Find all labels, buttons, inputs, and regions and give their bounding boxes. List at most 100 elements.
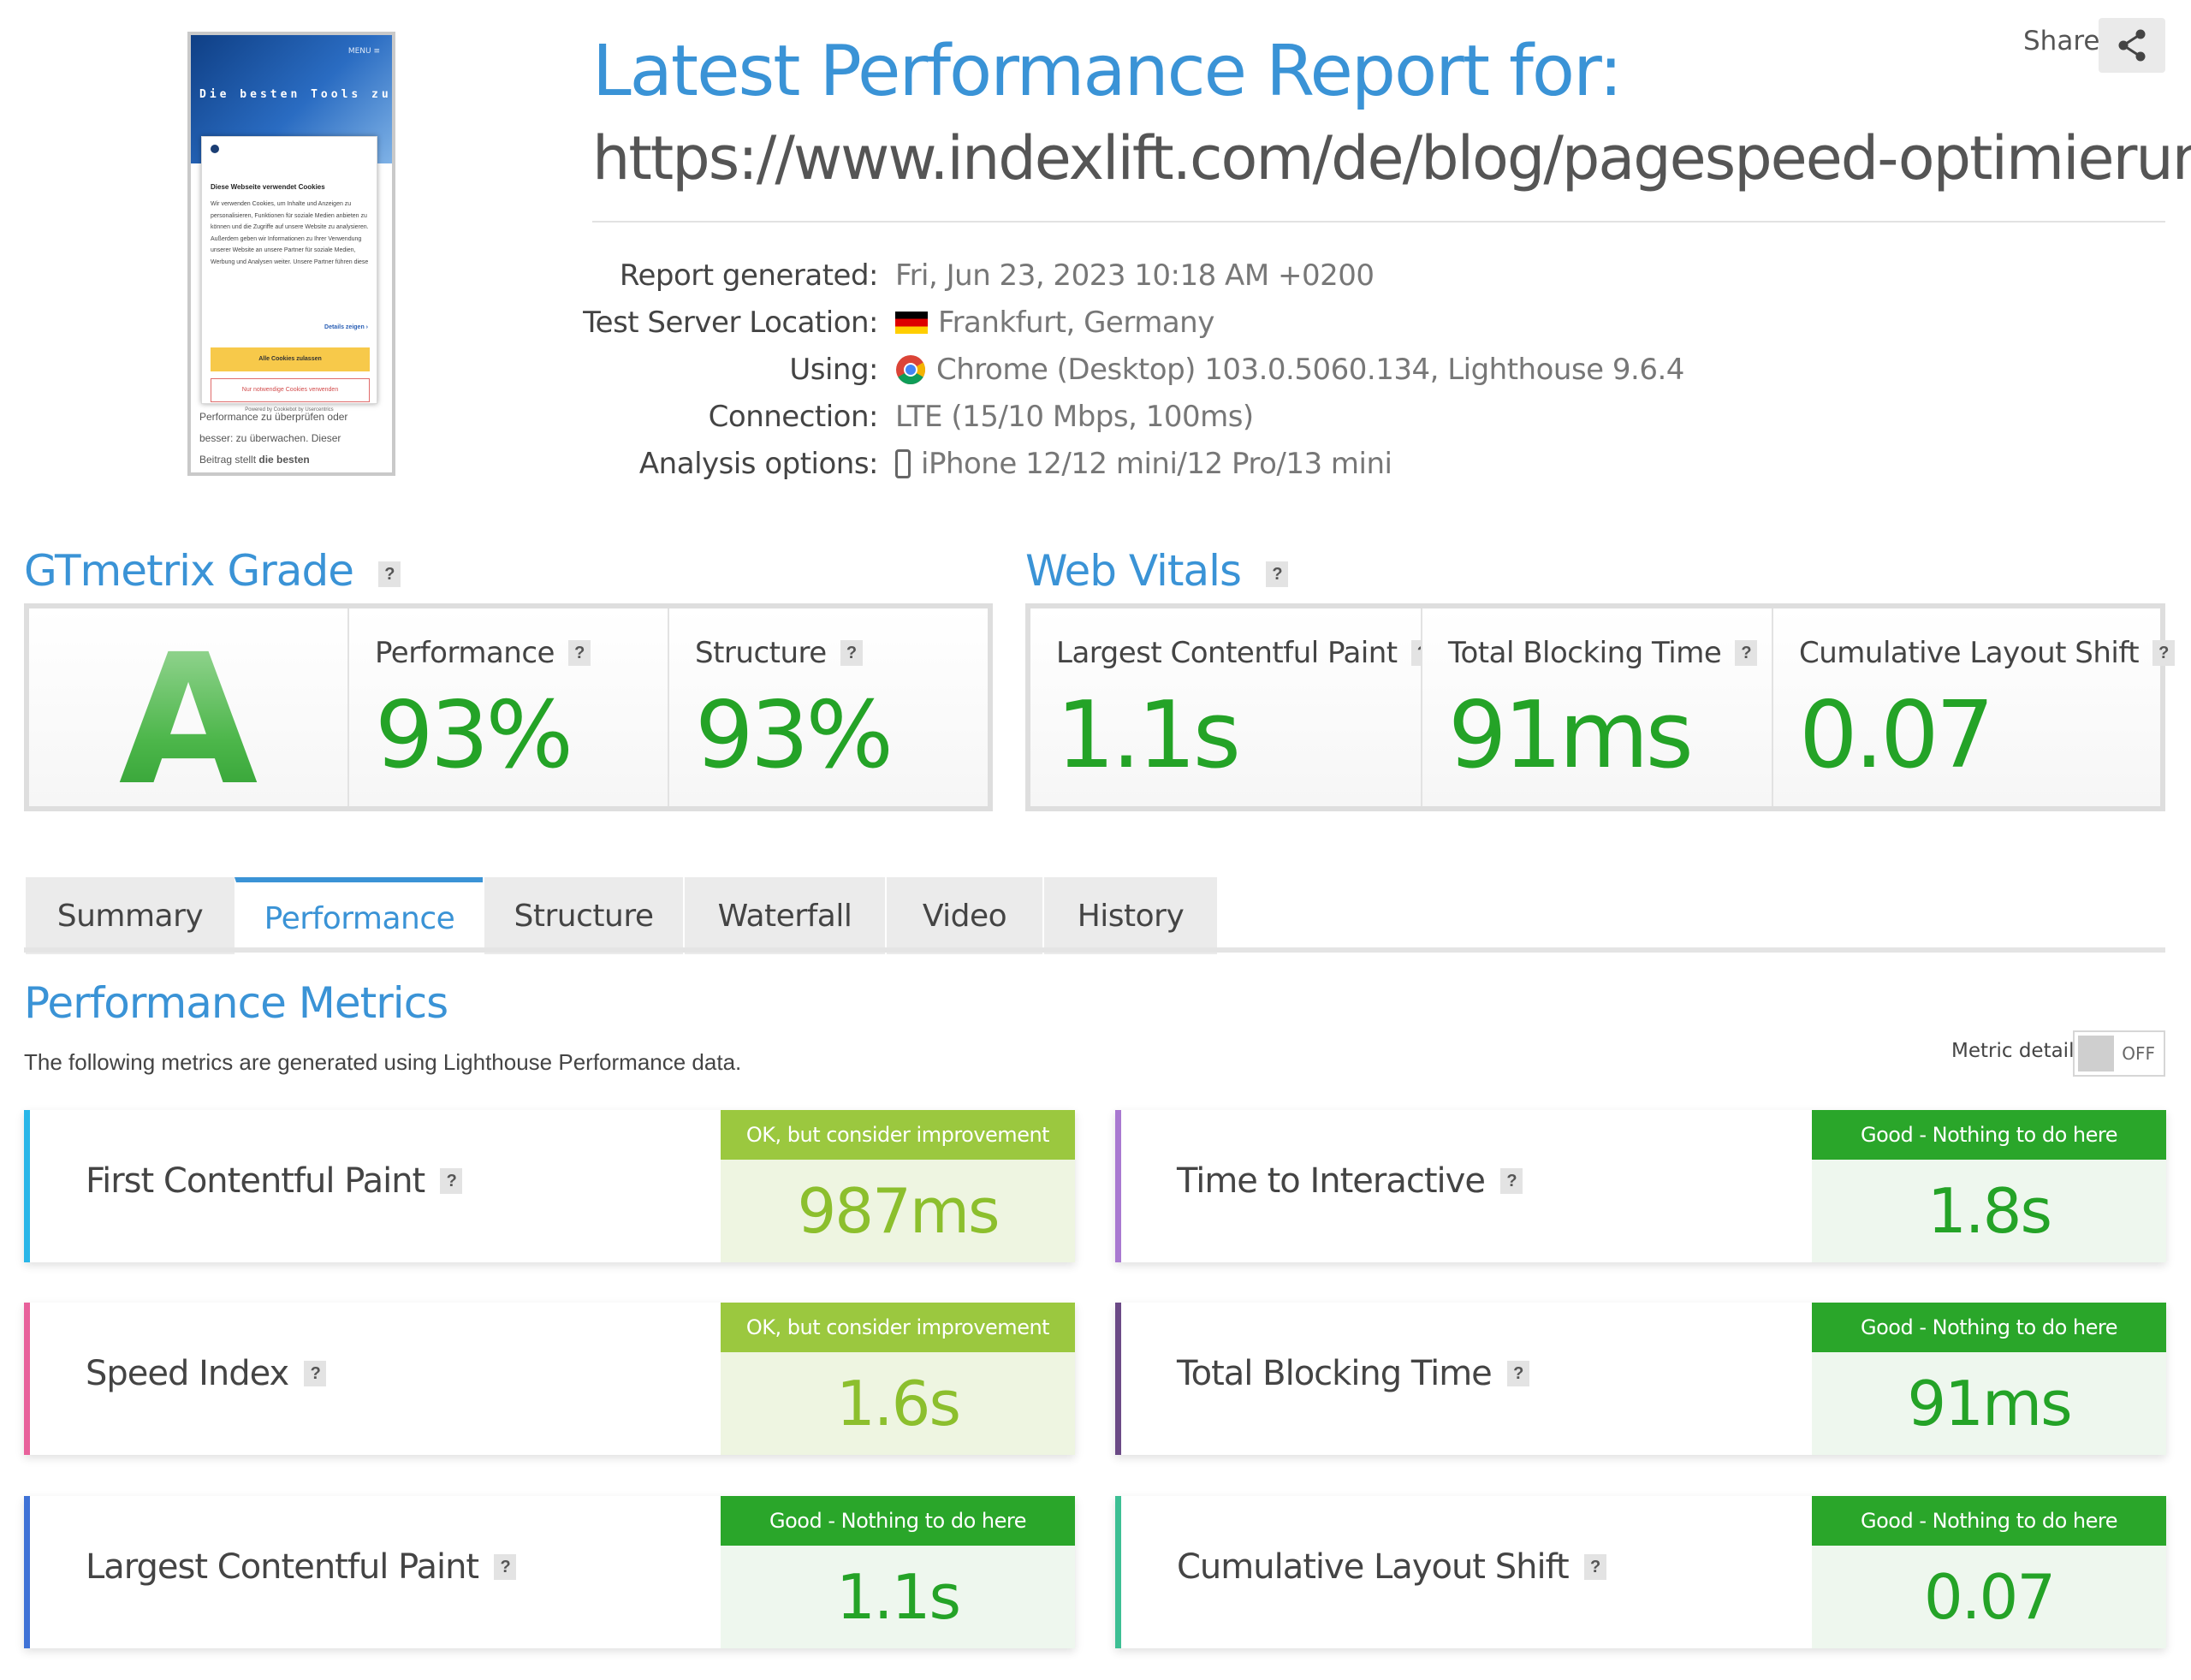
lcp-cell: Largest Contentful Paint ? 1.1s [1030, 608, 1434, 806]
using-value: Chrome (Desktop) 103.0.5060.134, Lightho… [895, 353, 1684, 387]
cookie-fade [202, 282, 377, 312]
tab-summary[interactable]: Summary [24, 877, 235, 954]
gtmetrix-grade-title: GTmetrix Grade ? [24, 546, 401, 596]
metric-value: 1.6s [835, 1368, 961, 1440]
test-location-label: Test Server Location: [583, 306, 878, 340]
help-icon[interactable]: ? [1499, 1168, 1523, 1194]
help-icon[interactable]: ? [567, 640, 591, 666]
page-title: Latest Performance Report for: [592, 31, 1623, 112]
metric-label-text: Largest Contentful Paint [86, 1547, 479, 1587]
cell-divider [347, 608, 349, 806]
metric-rating-badge: Good - Nothing to do here [721, 1496, 1075, 1546]
help-icon[interactable]: ? [494, 1554, 517, 1580]
metric-value: 0.07 [1923, 1561, 2056, 1633]
structure-score-cell: Structure ? 93% [669, 608, 988, 806]
help-icon[interactable]: ? [1735, 640, 1758, 666]
metric-rating-badge: OK, but consider improvement [721, 1303, 1075, 1352]
tab-history[interactable]: History [1042, 877, 1217, 954]
analysis-options-value: iPhone 12/12 mini/12 Pro/13 mini [895, 447, 1392, 481]
help-icon[interactable]: ? [1506, 1361, 1529, 1386]
performance-score-value: 93% [375, 682, 573, 789]
metric-details-label: Metric details [1951, 1040, 2085, 1062]
help-icon[interactable]: ? [304, 1361, 327, 1386]
metric-label: Time to Interactive? [1177, 1161, 1523, 1201]
cookie-title: Diese Webseite verwendet Cookies [211, 183, 325, 191]
tab-video[interactable]: Video [885, 877, 1042, 954]
metric-card: Cumulative Layout Shift? Good - Nothing t… [1115, 1496, 2166, 1648]
performance-score-label: Performance ? [375, 636, 591, 670]
metric-rating-badge: OK, but consider improvement [721, 1110, 1075, 1160]
metric-value-panel: Good - Nothing to do here 1.1s [721, 1496, 1075, 1648]
tab-structure[interactable]: Structure [483, 877, 683, 954]
report-generated-label: Report generated: [619, 258, 879, 293]
share-button[interactable] [2099, 18, 2165, 73]
toggle-state: OFF [2122, 1043, 2155, 1064]
metric-accent-bar [1115, 1110, 1121, 1262]
metric-label-text: First Contentful Paint [86, 1161, 425, 1201]
help-icon[interactable]: ? [440, 1168, 463, 1194]
cookie-text: Wir verwenden Cookies, um Inhalte und An… [211, 201, 369, 265]
metric-label: Largest Contentful Paint? [86, 1547, 517, 1587]
analysis-options-text: iPhone 12/12 mini/12 Pro/13 mini [921, 447, 1392, 481]
metric-label: Total Blocking Time? [1177, 1354, 1529, 1393]
toggle-knob[interactable] [2078, 1036, 2114, 1072]
metric-rating-badge: Good - Nothing to do here [1812, 1303, 2166, 1352]
metric-value: 1.8s [1927, 1175, 2052, 1247]
metric-rating-badge: Good - Nothing to do here [1812, 1110, 2166, 1160]
cookie-banner: Diese Webseite verwendet Cookies Wir ver… [201, 136, 377, 413]
metric-label: Speed Index? [86, 1354, 327, 1393]
metric-label-text: Speed Index [86, 1354, 289, 1393]
lcp-label-text: Largest Contentful Paint [1056, 636, 1398, 670]
thumbnail-body-text-span: Beitrag stellt [199, 454, 257, 466]
test-location-value: Frankfurt, Germany [895, 306, 1214, 340]
connection-text: LTE (15/10 Mbps, 100ms) [895, 400, 1254, 434]
metric-value: 91ms [1907, 1368, 2072, 1440]
tab-performance[interactable]: Performance [235, 877, 483, 954]
web-vitals-title-text: Web Vitals [1025, 546, 1242, 596]
metric-label-text: Total Blocking Time [1177, 1354, 1493, 1393]
gtmetrix-grade-title-text: GTmetrix Grade [24, 546, 354, 596]
metric-value-panel: OK, but consider improvement 1.6s [721, 1303, 1075, 1455]
structure-score-value: 93% [695, 682, 894, 789]
cookie-details-link: Details zeigen › [324, 324, 368, 330]
share-label[interactable]: Share [2023, 26, 2100, 56]
help-icon[interactable]: ? [377, 561, 401, 587]
analysis-options-label: Analysis options: [638, 447, 879, 481]
cookie-necessary-button: Nur notwendige Cookies verwenden [211, 378, 370, 402]
chrome-icon [896, 355, 925, 384]
thumbnail-headline: Die besten Tools zur [199, 88, 395, 101]
cookie-allow-button: Alle Cookies zulassen [211, 347, 370, 371]
metric-value: 987ms [797, 1175, 1000, 1247]
using-label: Using: [789, 353, 878, 387]
help-icon[interactable]: ? [2152, 640, 2176, 666]
metric-card: Time to Interactive? Good - Nothing to do… [1115, 1110, 2166, 1262]
report-generated-text: Fri, Jun 23, 2023 10:18 AM +0200 [895, 258, 1375, 293]
metric-card: Total Blocking Time? Good - Nothing to do… [1115, 1303, 2166, 1455]
tab-waterfall[interactable]: Waterfall [683, 877, 885, 954]
phone-icon [895, 449, 911, 478]
metric-details-toggle[interactable]: OFF [2073, 1030, 2165, 1077]
lcp-value: 1.1s [1056, 682, 1241, 789]
metric-label: Cumulative Layout Shift? [1177, 1547, 1606, 1587]
cookiebot-logo-icon [211, 145, 219, 153]
help-icon[interactable]: ? [840, 640, 863, 666]
tab-baseline [24, 947, 2165, 953]
lcp-label: Largest Contentful Paint ? [1056, 636, 1434, 670]
cell-divider [1772, 608, 1773, 806]
connection-value: LTE (15/10 Mbps, 100ms) [895, 400, 1254, 434]
cls-label-text: Cumulative Layout Shift [1799, 636, 2140, 670]
cls-cell: Cumulative Layout Shift ? 0.07 [1773, 608, 2176, 806]
cell-divider [668, 608, 669, 806]
thumbnail-body-bold: die besten [258, 454, 310, 466]
share-icon [2118, 29, 2146, 62]
help-icon[interactable]: ? [1266, 561, 1288, 587]
web-vitals-title: Web Vitals ? [1025, 546, 1288, 596]
metric-accent-bar [24, 1496, 30, 1648]
metric-card: First Contentful Paint? OK, but consider … [24, 1110, 1075, 1262]
help-icon[interactable]: ? [1583, 1554, 1606, 1580]
metric-card: Largest Contentful Paint? Good - Nothing … [24, 1496, 1075, 1648]
cookie-powered-by: Powered by Cookiebot by Usercentrics [245, 407, 334, 413]
page-screenshot-thumbnail[interactable]: MENU ≡ Die besten Tools zur Diese Websei… [187, 32, 395, 476]
metric-value: 1.1s [835, 1561, 961, 1633]
web-vitals-box: Largest Contentful Paint ? 1.1s Total Bl… [1025, 603, 2176, 811]
